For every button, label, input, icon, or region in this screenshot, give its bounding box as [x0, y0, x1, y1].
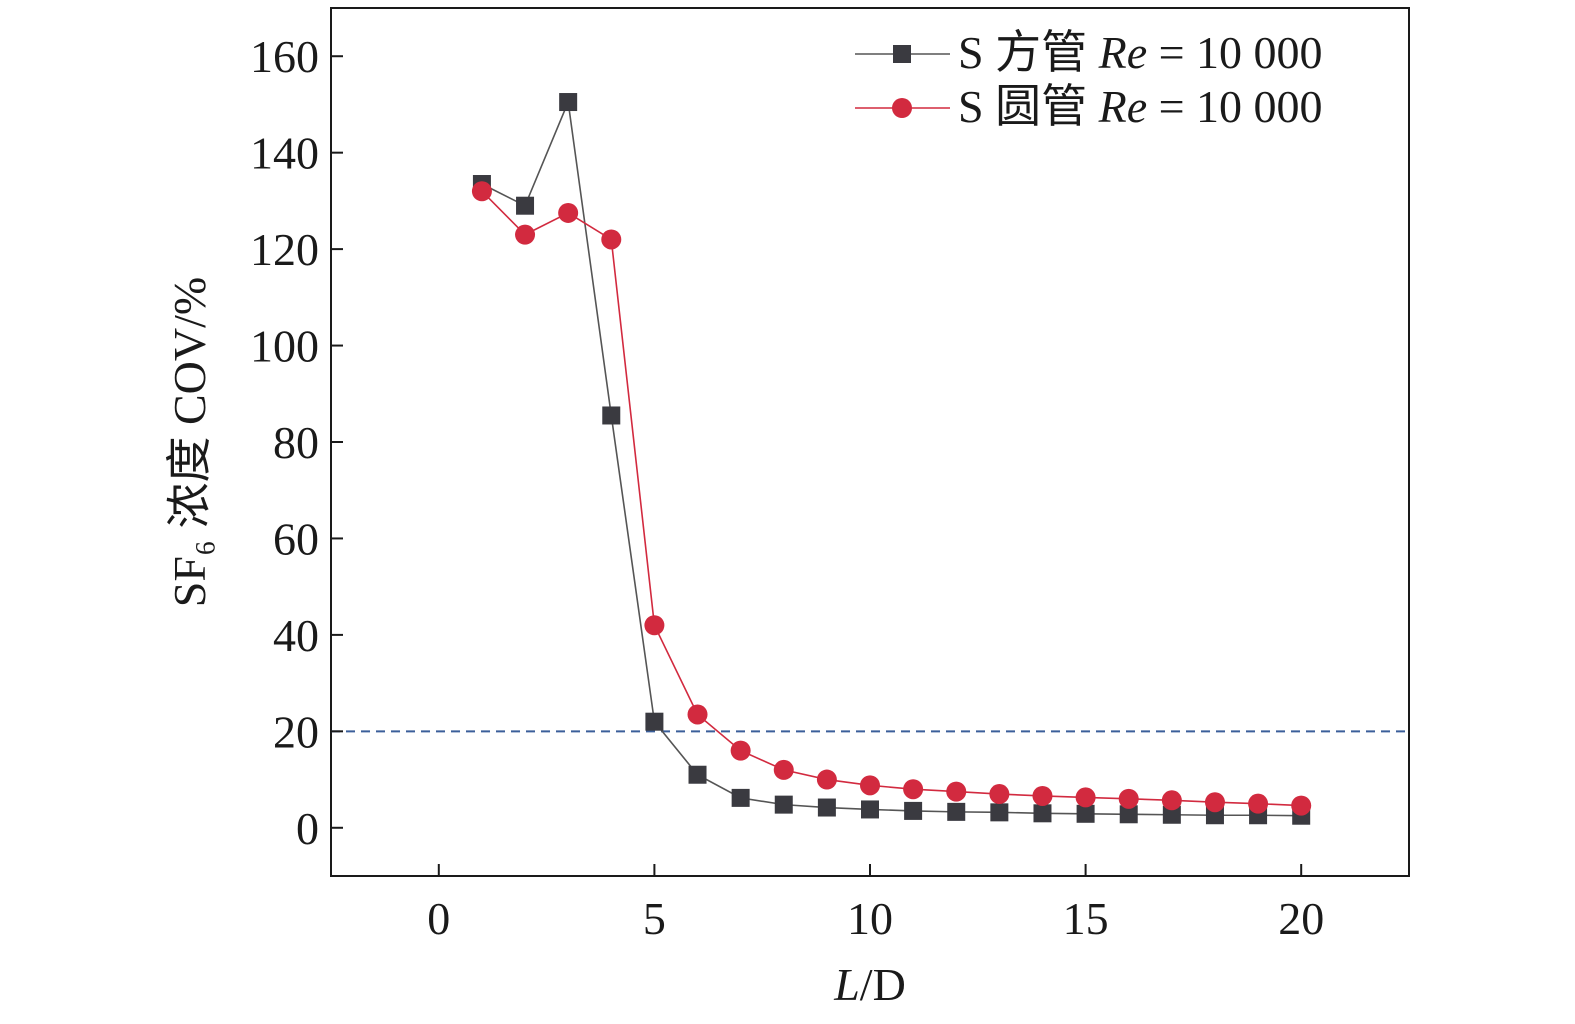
data-point-square — [947, 802, 966, 821]
legend-suffix: = 10 000 — [1147, 27, 1322, 78]
data-point-square — [774, 795, 793, 814]
data-point-square — [861, 800, 879, 819]
x-axis-title: L/D — [833, 959, 906, 1010]
legend-marker-circle — [892, 98, 912, 118]
data-point-circle — [903, 779, 924, 800]
data-point-circle — [1204, 792, 1225, 813]
data-point-circle — [816, 769, 837, 790]
legend-re: Re — [1098, 81, 1148, 132]
data-point-square — [990, 803, 1009, 822]
data-point-circle — [515, 224, 536, 245]
x-axis-title-rest: /D — [860, 959, 906, 1010]
plot-frame — [330, 7, 1410, 877]
data-point-square — [559, 93, 578, 112]
legend-suffix: = 10 000 — [1147, 81, 1322, 132]
data-point-circle — [1161, 790, 1182, 811]
data-point-circle — [1075, 787, 1096, 808]
data-point-square — [817, 798, 836, 817]
data-point-square — [1076, 804, 1095, 823]
data-point-circle — [730, 740, 751, 761]
data-point-circle — [1248, 793, 1269, 814]
data-point-square — [688, 765, 707, 784]
y-tick-label: 40 — [273, 610, 319, 661]
series-line-square — [481, 99, 1302, 817]
data-point-circle — [644, 615, 665, 636]
ticks-layer: 0 20 40 60 80 100 120 140 160 0 5 10 15 20 — [250, 31, 1324, 944]
data-point-square — [731, 788, 750, 807]
legend-re: Re — [1098, 27, 1148, 78]
y-tick-label: 20 — [273, 706, 319, 757]
y-tick-label: 160 — [250, 31, 319, 82]
legend-marker-square — [893, 45, 911, 63]
legend-prefix: S 方管 — [958, 27, 1099, 78]
data-point-circle — [1291, 795, 1312, 816]
legend-prefix: S 圆管 — [958, 81, 1099, 132]
y-tick-label: 140 — [250, 128, 319, 179]
series-line-circle — [481, 190, 1302, 807]
data-point-circle — [687, 704, 708, 725]
data-point-square — [1119, 805, 1138, 824]
data-point-circle — [773, 759, 794, 780]
x-axis-title-italic: L — [833, 959, 860, 1010]
y-tick-label: 60 — [273, 513, 319, 564]
x-tick-label: 20 — [1278, 893, 1324, 944]
data-point-circle — [601, 229, 622, 250]
legend-entry-round-tube: S 圆管 Re = 10 000 — [958, 81, 1323, 132]
data-point-square — [1033, 804, 1052, 823]
x-tick-label: 0 — [427, 893, 450, 944]
y-axis-title: SF₆ 浓度 COV/% — [164, 277, 215, 607]
data-point-circle — [1118, 788, 1139, 809]
data-point-square — [645, 712, 664, 731]
data-point-circle — [860, 775, 880, 796]
x-tick-label: 15 — [1063, 893, 1109, 944]
legend: S 方管 Re = 10 000 S 圆管 Re = 10 000 — [855, 27, 1323, 132]
data-point-circle — [946, 781, 967, 802]
data-point-circle — [989, 784, 1010, 805]
y-tick-label: 120 — [250, 224, 319, 275]
y-tick-label: 100 — [250, 321, 319, 372]
legend-entry-square-tube: S 方管 Re = 10 000 — [958, 27, 1323, 78]
data-point-square — [1162, 805, 1181, 824]
data-point-square — [904, 801, 923, 820]
data-point-circle — [1032, 785, 1053, 806]
x-tick-label: 5 — [643, 893, 666, 944]
series-layer — [471, 93, 1312, 825]
y-tick-label: 0 — [296, 803, 319, 854]
data-point-square — [602, 406, 621, 425]
x-tick-label: 10 — [847, 893, 893, 944]
data-point-circle — [471, 181, 492, 202]
data-point-circle — [558, 202, 579, 223]
data-point-square — [516, 196, 535, 215]
y-tick-label: 80 — [273, 417, 319, 468]
